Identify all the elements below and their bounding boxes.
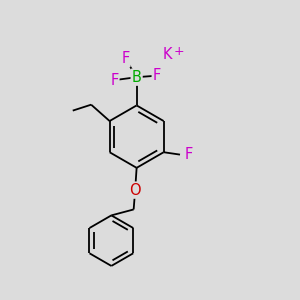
Text: O: O: [129, 183, 141, 198]
Text: F: F: [110, 73, 118, 88]
Text: F: F: [121, 51, 130, 66]
Text: F: F: [184, 147, 192, 162]
Text: B: B: [132, 70, 142, 85]
Text: F: F: [153, 68, 161, 83]
Text: K: K: [163, 47, 172, 62]
Text: +: +: [174, 45, 184, 58]
